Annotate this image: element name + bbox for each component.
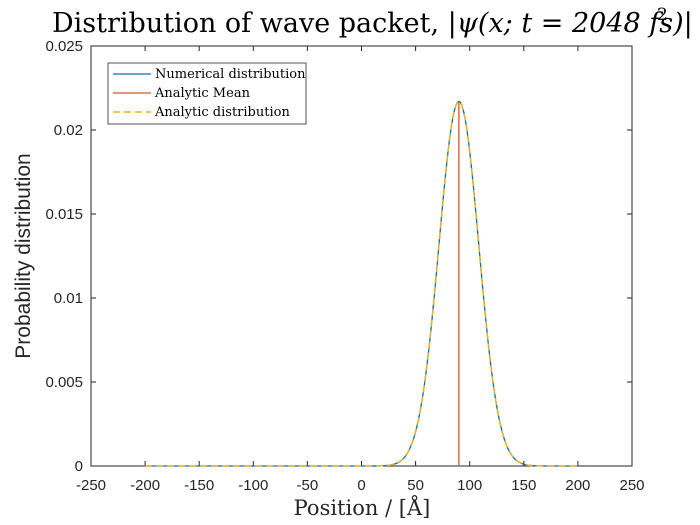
legend-label-analytic: Analytic distribution bbox=[154, 105, 290, 120]
chart-title: Distribution of wave packet, |ψ(x; t = 2… bbox=[52, 8, 693, 39]
y-tick-label: 0 bbox=[75, 458, 83, 475]
chart-title-math: |ψ(x; t = 2048 fs)| bbox=[448, 8, 693, 39]
x-tick-label: 100 bbox=[457, 477, 482, 494]
x-tick-label: -150 bbox=[184, 477, 214, 494]
legend: Numerical distribution Analytic Mean Ana… bbox=[107, 62, 307, 125]
axis-tick-labels: -250 -200 -150 -100 -50 0 50 100 150 200 250 0 0.005… bbox=[45, 38, 644, 494]
axis-ticks bbox=[90, 45, 633, 467]
series-analytic-distribution-line bbox=[145, 100, 578, 467]
legend-label-mean: Analytic Mean bbox=[154, 86, 251, 101]
x-tick-label: 50 bbox=[407, 477, 424, 494]
chart-title-prefix: Distribution of wave packet, bbox=[52, 8, 448, 39]
y-tick-label: 0.025 bbox=[45, 38, 83, 55]
y-tick-label: 0.015 bbox=[45, 206, 83, 223]
x-tick-label: 200 bbox=[565, 477, 590, 494]
x-tick-label: -250 bbox=[76, 477, 106, 494]
x-tick-label: -200 bbox=[130, 477, 160, 494]
x-tick-label: -100 bbox=[238, 477, 268, 494]
x-tick-label: 0 bbox=[357, 477, 365, 494]
chart-title-exponent: 2 bbox=[657, 5, 668, 25]
x-tick-label: 250 bbox=[619, 477, 644, 494]
series-layer bbox=[145, 100, 578, 467]
y-tick-label: 0.02 bbox=[54, 122, 83, 139]
y-tick-label: 0.01 bbox=[54, 290, 83, 307]
y-tick-label: 0.005 bbox=[45, 374, 83, 391]
x-axis-label: Position / [Å] bbox=[294, 495, 431, 520]
y-axis-label: Probability distribution bbox=[12, 153, 35, 358]
x-tick-label: 150 bbox=[511, 477, 536, 494]
legend-label-numerical: Numerical distribution bbox=[155, 67, 306, 82]
x-tick-label: -50 bbox=[297, 477, 319, 494]
